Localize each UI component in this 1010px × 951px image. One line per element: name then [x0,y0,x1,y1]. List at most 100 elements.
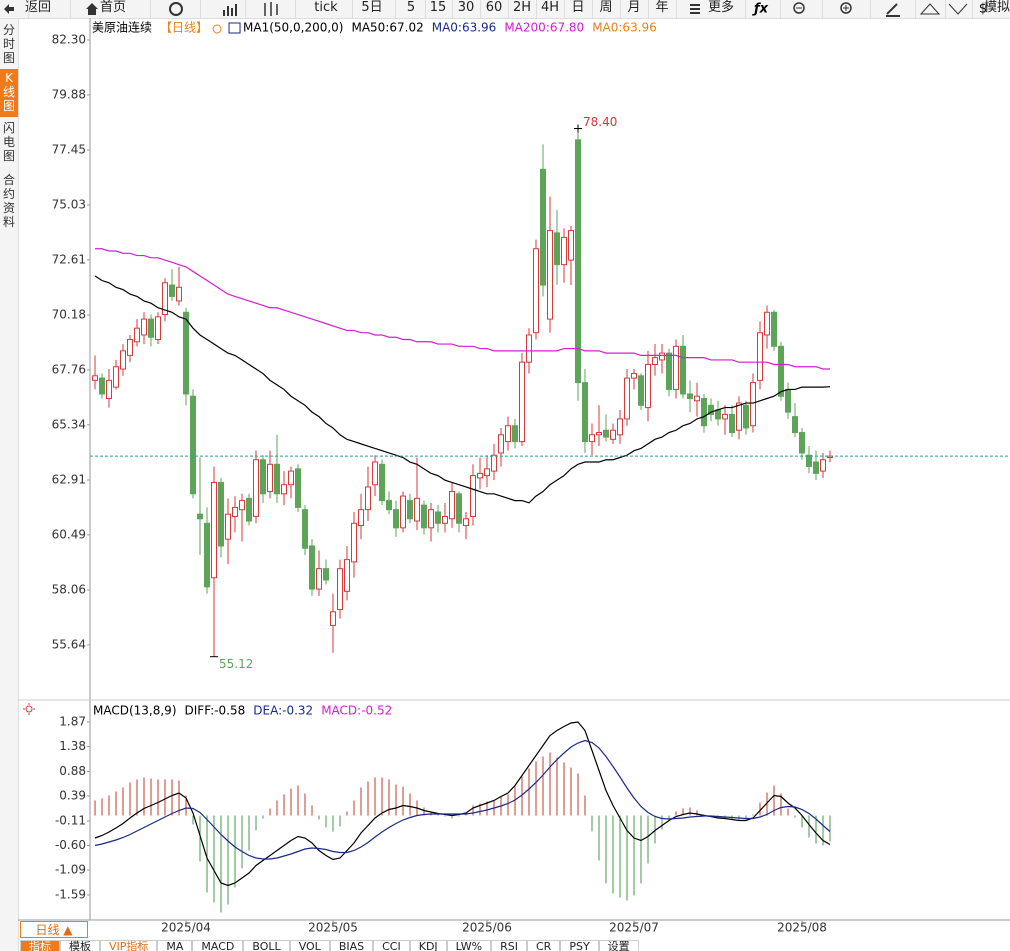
indicator-tab[interactable]: KDJ [409,940,447,951]
x-tick-label: 2025/07 [609,921,659,935]
toolbar-button[interactable]: 5 [406,0,416,15]
y-tick-label: 1.38 [59,739,86,753]
indicator-tab[interactable]: 模板 [60,940,100,951]
candle-body [519,361,525,443]
candle-body [526,334,532,363]
candle-body [372,461,378,486]
toolbar-divider [245,0,246,18]
y-tick-label: 72.61 [52,252,86,266]
y-tick-label: -1.09 [55,863,86,877]
toolbar-button[interactable]: 年 [655,0,669,15]
indicator-tab[interactable]: VOL [289,940,330,951]
candle-body [533,248,539,334]
candle-body [757,332,763,381]
toolbar-divider [780,0,781,18]
toolbar-button[interactable]: 首页 [99,0,127,15]
candle-body [211,481,217,579]
toolbar-button[interactable]: tick [314,0,338,15]
toolbar-button[interactable]: 返回 [24,0,52,15]
toolbar-divider [648,0,649,18]
candle-body [456,493,462,524]
toolbar-button[interactable]: 15 [429,0,447,15]
indicator-tab[interactable]: MACD [192,940,244,951]
candle-body [393,509,399,529]
candle-body [183,311,189,395]
toolbar-button[interactable]: 60 [485,0,503,15]
candle-body [701,398,707,427]
candle-body [162,282,168,316]
y-tick-label: 67.76 [52,362,86,376]
toolbar-button[interactable]: 2H [512,0,532,15]
candle-body [715,409,721,420]
toolbar-divider [425,0,426,18]
sidebar: 分时图 K线图闪电图合约资料 [0,19,19,951]
toolbar-divider [395,0,396,18]
indicator-tab[interactable]: VIP指标 [100,940,158,951]
toolbar-button[interactable]: 日 [571,0,585,15]
indicator-tab[interactable]: CCI [373,940,410,951]
period-label: 【日线】 [160,21,208,35]
indicator-tab[interactable]: 设置 [598,940,639,951]
macd-line [94,721,831,887]
toolbar-button[interactable]: 30 [457,0,475,15]
toolbar-divider [352,0,353,18]
max-marker [574,124,582,133]
y-tick-label: 77.45 [52,143,86,157]
legend-entry: DIFF:-0.58 [185,704,246,718]
y-tick-label: 58.06 [52,582,86,596]
candle-body [169,284,175,297]
candle-body [498,434,504,454]
indicator-tab[interactable]: 指标 [20,940,60,951]
sidebar-tab[interactable]: 分时图 [0,21,18,67]
candle-body [365,486,371,511]
indicator-tab[interactable]: MA [157,940,193,951]
candle-body [246,497,252,522]
indicator-label: MA1(50,0,200,0) [243,21,343,35]
candle-body [288,470,294,486]
toolbar-divider [972,0,973,18]
indicator-tab[interactable]: RSI [491,940,527,951]
y-tick-label: -1.59 [55,888,86,902]
y-tick-label: 60.49 [52,527,86,541]
candle-body [120,350,126,370]
sidebar-tab[interactable]: 闪电图 [0,119,18,169]
indicator-tab[interactable]: LW% [446,940,492,951]
candle-body [253,459,259,517]
max-label: 78.40 [583,115,617,129]
candle-body [330,611,336,626]
candle-body [750,382,756,427]
candle-body [568,230,574,261]
candle-body [323,568,329,581]
candle-body [477,472,483,479]
toolbar-button[interactable]: 5日 [361,0,383,15]
y-tick-label: 0.39 [59,789,86,803]
sidebar-tab[interactable]: K线图 [0,69,18,117]
toolbar-button[interactable]: 更多 [707,0,735,15]
x-tick-label: 2025/04 [161,921,211,935]
indicator-tab[interactable]: BOLL [243,940,290,951]
x-tick-label: 2025/06 [462,921,512,935]
legend-entry: MA50:67.02 [351,21,423,35]
toolbar-divider [620,0,621,18]
candle-body [148,318,154,338]
indicator-tab[interactable]: BIAS [329,940,374,951]
candle-body [99,377,105,395]
sidebar-tab[interactable]: 合约资料 [0,171,18,231]
toolbar-button[interactable]: 月 [627,0,641,15]
indicator-tab[interactable]: PSY [560,940,599,951]
indicator-tab[interactable]: CR [527,940,561,951]
candle-body [190,395,196,495]
candle-body [302,509,308,549]
toolbar-divider [150,0,151,18]
toolbar-button[interactable]: 4H [540,0,560,15]
candle-body [435,511,441,524]
period-button[interactable]: 日线 ▲ [20,921,88,938]
candle-body [652,357,658,365]
indicator-label: MACD(13,8,9) [93,704,177,718]
y-tick-label: -0.60 [55,838,86,852]
toolbar-button[interactable]: 周 [599,0,613,15]
toolbar-button[interactable]: 模拟 [983,0,1010,15]
candle-body [673,345,679,390]
candle-body [260,459,266,495]
